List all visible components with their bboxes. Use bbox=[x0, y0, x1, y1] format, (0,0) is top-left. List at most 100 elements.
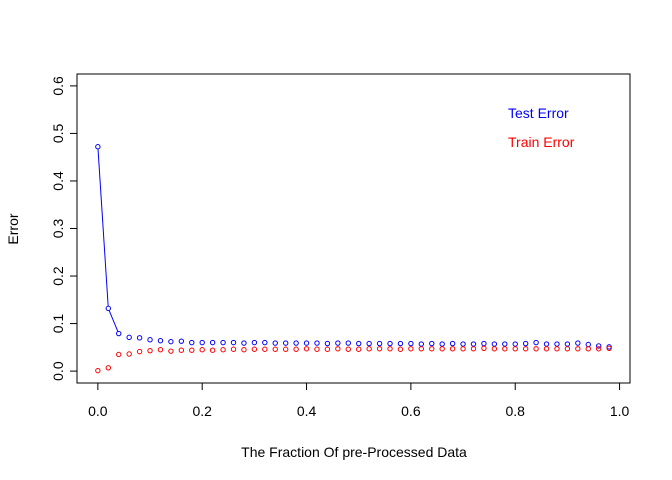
data-point bbox=[481, 345, 487, 351]
x-tick-label: 1.0 bbox=[610, 403, 630, 419]
data-point bbox=[595, 343, 602, 349]
data-point bbox=[554, 346, 560, 352]
data-point bbox=[575, 340, 581, 346]
data-point bbox=[230, 339, 237, 346]
data-point bbox=[387, 346, 393, 352]
data-point bbox=[324, 340, 331, 347]
data-point bbox=[491, 341, 498, 347]
legend-test-error: Test Error bbox=[508, 105, 569, 121]
data-point bbox=[429, 346, 435, 352]
y-tick-label: 0.5 bbox=[50, 123, 66, 143]
y-tick-label: 0.6 bbox=[50, 76, 66, 96]
data-point bbox=[262, 339, 268, 346]
data-point bbox=[564, 346, 571, 352]
data-point bbox=[126, 334, 132, 341]
data-point bbox=[314, 340, 320, 346]
data-point bbox=[387, 340, 393, 347]
data-point bbox=[168, 348, 174, 354]
data-point bbox=[335, 340, 341, 346]
data-point bbox=[157, 347, 164, 353]
data-point bbox=[293, 340, 299, 346]
data-point bbox=[272, 340, 278, 346]
x-axis: 0.0 0.2 0.4 0.6 0.8 1.0 bbox=[88, 382, 630, 419]
data-point bbox=[189, 347, 195, 353]
data-point bbox=[606, 345, 612, 351]
data-point bbox=[157, 337, 164, 344]
series-train-error bbox=[95, 345, 612, 374]
data-point bbox=[293, 346, 299, 352]
data-point bbox=[209, 339, 216, 346]
data-point bbox=[199, 347, 205, 353]
y-tick-label: 0.4 bbox=[50, 171, 66, 191]
data-point bbox=[418, 346, 425, 352]
data-point bbox=[241, 340, 247, 346]
x-tick-label: 0.2 bbox=[192, 403, 212, 419]
data-point bbox=[220, 347, 226, 353]
data-point bbox=[314, 346, 320, 352]
data-point bbox=[345, 340, 351, 346]
data-point bbox=[449, 340, 456, 347]
data-point bbox=[335, 346, 341, 352]
data-point bbox=[303, 346, 310, 352]
data-point bbox=[282, 346, 289, 352]
data-point bbox=[178, 347, 185, 353]
data-point bbox=[136, 348, 143, 355]
data-point bbox=[376, 346, 383, 352]
data-point bbox=[272, 346, 278, 352]
y-axis-label: Error bbox=[5, 213, 21, 244]
data-point bbox=[147, 337, 153, 343]
data-point bbox=[209, 347, 216, 353]
data-point bbox=[554, 341, 560, 347]
y-tick-label: 0.3 bbox=[50, 219, 66, 239]
data-point bbox=[460, 341, 466, 347]
data-point bbox=[116, 330, 122, 337]
data-point bbox=[241, 347, 247, 353]
data-point bbox=[564, 341, 571, 347]
data-point bbox=[230, 346, 237, 352]
x-tick-label: 0.6 bbox=[401, 403, 421, 419]
y-tick-label: 0.2 bbox=[50, 266, 66, 286]
data-point bbox=[585, 341, 591, 348]
data-point bbox=[251, 339, 258, 346]
y-tick-label: 0.1 bbox=[50, 314, 66, 334]
x-tick-label: 0.0 bbox=[88, 403, 108, 419]
x-axis-label: The Fraction Of pre-Processed Data bbox=[241, 444, 467, 460]
data-point bbox=[126, 351, 132, 357]
data-point bbox=[178, 338, 185, 344]
data-point bbox=[543, 346, 550, 352]
data-point bbox=[533, 339, 539, 346]
data-point bbox=[418, 341, 425, 347]
data-point bbox=[105, 365, 112, 371]
data-point bbox=[376, 340, 383, 347]
data-point bbox=[220, 339, 226, 346]
data-point bbox=[408, 346, 414, 352]
data-point bbox=[95, 367, 101, 374]
data-point bbox=[356, 340, 362, 347]
data-point bbox=[470, 346, 477, 352]
data-point bbox=[147, 347, 153, 354]
data-point bbox=[397, 346, 404, 352]
data-point bbox=[512, 341, 518, 347]
data-point bbox=[543, 341, 550, 347]
x-tick-label: 0.8 bbox=[505, 403, 525, 419]
data-point bbox=[105, 305, 112, 312]
data-point bbox=[345, 346, 351, 352]
data-point bbox=[356, 346, 362, 352]
data-point bbox=[481, 340, 487, 347]
data-point bbox=[575, 346, 581, 352]
series-connector bbox=[97, 149, 109, 306]
series-connector bbox=[108, 310, 119, 332]
data-point bbox=[303, 340, 310, 346]
data-point bbox=[366, 346, 372, 352]
data-point bbox=[282, 340, 289, 346]
data-point bbox=[136, 335, 143, 341]
data-point bbox=[491, 346, 498, 352]
data-point bbox=[449, 346, 456, 352]
legend-train-error: Train Error bbox=[508, 134, 575, 150]
data-point bbox=[502, 346, 508, 352]
data-point bbox=[366, 340, 372, 347]
data-point bbox=[199, 339, 205, 346]
data-point bbox=[502, 341, 508, 347]
data-point bbox=[397, 340, 404, 347]
